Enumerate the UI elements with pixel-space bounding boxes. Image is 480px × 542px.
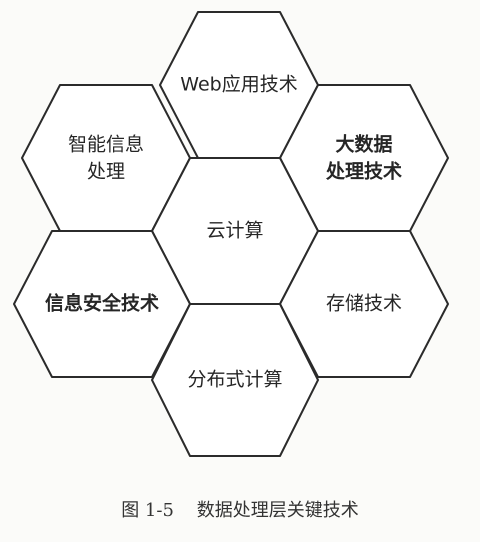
hex-cloud-label: 云计算 xyxy=(206,220,263,242)
hex-distributed-label: 分布式计算 xyxy=(187,369,282,391)
hex-cloud: 云计算 xyxy=(151,157,319,305)
hex-bigdata-label-line2: 处理技术 xyxy=(325,160,402,183)
figure-number: 图 1-5 xyxy=(121,500,174,521)
hex-intelligent-label-line2: 处理 xyxy=(87,161,125,183)
hex-web-label: Web应用技术 xyxy=(180,74,297,96)
figure-caption: 图 1-5 数据处理层关键技术 xyxy=(0,496,480,522)
hex-intelligent-label-line1: 智能信息 xyxy=(68,134,144,156)
hex-intelligent: 智能信息 处理 xyxy=(21,84,191,232)
hex-security: 信息安全技术 xyxy=(13,230,191,378)
hex-storage-label: 存储技术 xyxy=(326,293,402,315)
hex-bigdata-label-line1: 大数据 xyxy=(335,133,392,156)
figure-title: 数据处理层关键技术 xyxy=(196,500,359,521)
hex-security-label: 信息安全技术 xyxy=(45,292,159,315)
hex-distributed: 分布式计算 xyxy=(151,303,319,457)
hex-storage: 存储技术 xyxy=(279,230,449,378)
